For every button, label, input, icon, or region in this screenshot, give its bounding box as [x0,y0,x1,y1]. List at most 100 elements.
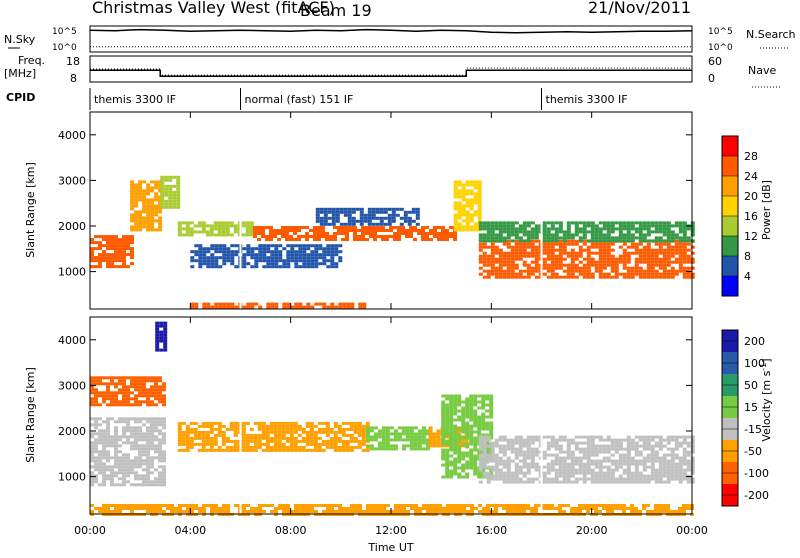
power-cell [221,227,226,231]
velocity-cell [618,507,622,510]
power-cell [130,198,135,202]
velocity-cell [626,459,631,463]
velocity-cell [114,471,118,475]
power-cell [638,239,643,243]
velocity-cell [461,424,466,428]
power-cell [602,224,607,228]
power-cell [433,229,437,232]
power-cell [142,201,147,205]
velocity-cell [190,507,194,510]
velocity-cell [110,376,114,380]
velocity-cell [650,447,655,451]
velocity-cell [142,453,146,457]
velocity-cell [369,429,374,433]
power-cell [118,265,122,269]
velocity-cell [293,448,298,452]
velocity-cell [102,483,106,487]
velocity-cell [90,423,94,427]
power-cell [210,244,215,248]
power-cell [686,266,691,270]
velocity-cell [441,412,446,416]
velocity-cell [369,435,374,439]
velocity-cell [518,477,523,481]
velocity-cell [522,450,527,454]
power-cell [486,233,491,237]
velocity-cell [622,462,627,466]
power-cell [102,250,106,254]
power-cell [610,230,615,234]
velocity-cell [102,444,106,448]
velocity-cell [158,447,162,451]
velocity-cell [374,510,378,513]
velocity-cell [265,433,270,437]
power-cell [323,216,328,220]
power-cell [345,235,349,238]
velocity-cell [130,403,134,407]
power-cell [494,272,499,276]
power-cell [90,247,94,251]
velocity-cell [522,510,526,513]
velocity-cell [674,468,679,472]
velocity-cell [201,424,206,428]
power-cell [630,239,635,243]
power-cell [566,227,571,231]
power-cell [110,256,114,260]
velocity-cell [385,441,390,445]
power-cell [245,224,250,228]
velocity-cell [634,435,639,439]
power-cell [534,257,539,261]
velocity-cell [154,456,158,460]
power-cell [343,222,348,226]
power-cell [614,227,619,231]
velocity-cell [510,450,515,454]
velocity-cell [461,469,466,473]
velocity-cell [514,480,519,484]
velocity-cell [610,468,615,472]
velocity-cell [470,510,474,513]
velocity-cell [510,477,515,481]
velocity-cell [197,448,202,452]
power-cell [369,226,373,229]
power-cell [233,227,238,231]
velocity-colorbar-label: Velocity [m s-1] [759,358,773,441]
power-cell [654,263,659,267]
power-cell [530,248,535,252]
power-cell [646,275,651,279]
power-cell [172,193,177,197]
velocity-cell [309,424,314,428]
power-cell [510,248,515,252]
velocity-cell [185,445,190,449]
velocity-cell [630,438,635,442]
velocity-cell [550,465,555,469]
velocity-cell [506,474,511,478]
velocity-cell [526,456,531,460]
power-cell [138,213,143,217]
power-cell [590,227,595,231]
power-cell [582,242,587,246]
power-cell [654,224,659,228]
velocity-cell [614,504,618,507]
velocity-cell [610,504,614,507]
velocity-cell [582,435,587,439]
velocity-cell [273,424,278,428]
velocity-cell [454,504,458,507]
velocity-cell [186,507,190,510]
power-cell [234,265,239,269]
velocity-cell [177,448,182,452]
power-cell [302,262,307,266]
velocity-cell [682,450,687,454]
velocity-cell [473,409,478,413]
power-cell [674,224,679,228]
power-cell [465,180,470,184]
power-cell [578,269,583,273]
velocity-cell [530,465,535,469]
power-cell [546,251,551,255]
power-cell [226,250,231,254]
power-cell [286,262,291,266]
velocity-cell [445,421,450,425]
velocity-cell [282,510,286,513]
power-cell [646,248,651,252]
power-cell [666,275,671,279]
velocity-cell [146,441,150,445]
power-cell [106,256,110,260]
